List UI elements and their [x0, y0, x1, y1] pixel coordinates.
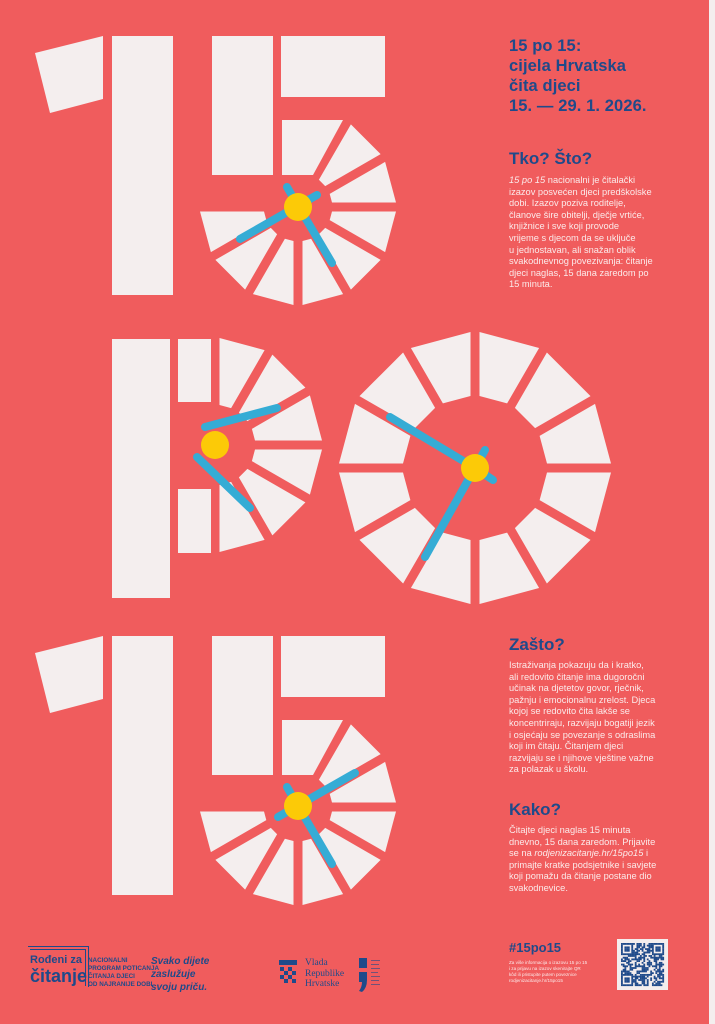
croatian-coat-of-arms-icon — [279, 960, 297, 983]
letter-o-ring-tile — [339, 472, 411, 533]
clock-pivot — [201, 431, 229, 459]
text-zasto: Istraživanja pokazuju da i kratko, ali r… — [509, 660, 656, 775]
letter-p-stem — [112, 339, 170, 598]
letter-o-ring-tile — [539, 472, 611, 533]
digit-5-corner — [282, 120, 343, 175]
digit-5-corner — [282, 720, 343, 775]
clock-hand — [386, 413, 479, 472]
heading-kako: Kako? — [509, 800, 561, 819]
letter-p-top-block — [178, 339, 211, 402]
poster-title: 15 po 15: cijela Hrvatska čita djeci 15.… — [509, 37, 647, 115]
letter-o-ring-tile — [410, 532, 471, 604]
link-rodjenizacitanje[interactable]: rodjenizacitanje.hr/15po15 — [534, 848, 644, 859]
letter-o-ring-tile — [539, 403, 611, 464]
text-tko-body: nacionalni je čitalački izazov posvećen … — [509, 175, 653, 290]
letter-o-ring-tile — [410, 332, 471, 404]
letter-o-ring-tile — [339, 403, 411, 464]
slogan: Svako dijete zaslužuje svoju priču. — [151, 956, 210, 993]
heading-zasto: Zašto? — [509, 635, 565, 654]
logo-line2: čitanje — [30, 966, 88, 986]
vlada-logo-text: Vlada Republike Hrvatske — [305, 958, 345, 989]
letter-p-ring-tile — [219, 481, 265, 552]
letter-p-ring-tile — [251, 449, 322, 495]
digit-1-stem — [112, 636, 173, 895]
text-kako: Čitajte djeci naglas 15 minuta dnevno, 1… — [509, 825, 694, 895]
digit-5-ring-tile — [215, 227, 278, 290]
text-tko-sto: 15 po 15 nacionalni je čitalački izazov … — [509, 175, 694, 291]
letter-p-ring-tile — [219, 338, 265, 409]
digit-1-flag — [35, 36, 103, 113]
digit-5-ring-tile — [318, 227, 381, 290]
digit-5-ring-tile — [329, 761, 396, 803]
digit-5-ring-tile — [215, 827, 278, 890]
text-kako-after: i primajte kratke podsjetnike i savjete … — [509, 848, 657, 893]
digit-5-ring-tile — [329, 211, 396, 253]
qr-code[interactable] — [617, 939, 668, 990]
digit-5-ring-tile — [329, 161, 396, 203]
text-kako-before: Čitajte djeci naglas 15 minuta dnevno, 1… — [509, 825, 656, 859]
page-edge — [709, 0, 715, 1024]
letter-o-ring-tile — [359, 507, 436, 584]
logo-line1: Rođeni za — [30, 954, 82, 966]
letter-p-ring-tile — [238, 468, 306, 536]
digit-1-flag — [35, 636, 103, 713]
qr-code-icon — [621, 943, 665, 987]
letter-p-ring-tile — [238, 354, 306, 422]
digit-5-ring-tile — [302, 238, 344, 305]
digit-5-top-bar — [281, 36, 385, 97]
digit-5-ring-tile — [302, 838, 344, 905]
qr-note: Za više informacija o izazovu 15 po 15 i… — [509, 960, 588, 983]
letter-o-ring-tile — [514, 352, 591, 429]
digit-5-ring-tile — [252, 238, 294, 305]
letter-o-ring-tile — [359, 352, 436, 429]
clock-hand — [193, 453, 254, 512]
clock-pivot — [284, 792, 312, 820]
digit-5-left-bar — [212, 36, 273, 175]
digit-5-ring-tile — [252, 838, 294, 905]
clock-hand — [201, 404, 281, 431]
letter-o-ring-tile — [479, 332, 540, 404]
digit-5-ring-tile — [329, 811, 396, 853]
digit-5-ring-tile — [318, 827, 381, 890]
digit-5-ring-tile — [200, 811, 267, 853]
italic-15po15: 15 po 15 — [509, 175, 546, 185]
program-name: NACIONALNI PROGRAM POTICANJA ČITANJA DJE… — [88, 957, 160, 988]
digit-5-left-bar — [212, 636, 273, 775]
digit-5-ring-tile — [318, 124, 381, 187]
digit-5-ring-tile — [318, 724, 381, 787]
heading-tko-sto: Tko? Što? — [509, 149, 593, 168]
letter-p-bottom-block — [178, 489, 211, 553]
ministry-logo-icon — [359, 958, 380, 992]
letter-p-ring-tile — [251, 395, 322, 441]
letter-o-ring-tile — [514, 507, 591, 584]
clock-pivot — [461, 454, 489, 482]
digit-5-top-bar — [281, 636, 385, 697]
letter-o-ring-tile — [479, 532, 540, 604]
digit-5-ring-tile — [200, 211, 267, 253]
digit-1-stem — [112, 36, 173, 295]
clock-pivot — [284, 193, 312, 221]
logo-rodeni-za-citanje: Rođeni za čitanje — [28, 944, 90, 994]
hashtag: #15po15 — [509, 940, 562, 955]
